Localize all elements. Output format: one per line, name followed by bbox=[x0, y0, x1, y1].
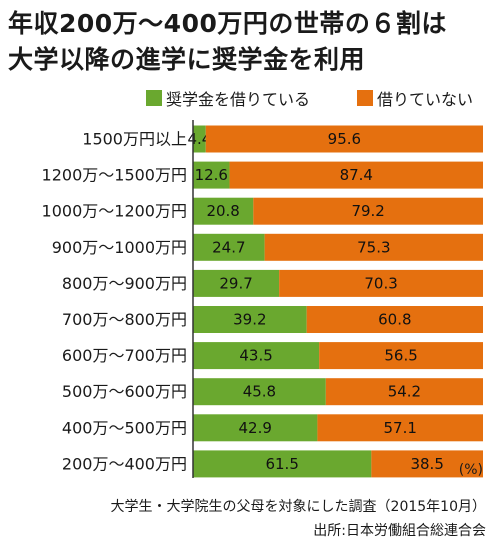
value-label-not-borrowing: 54.2 bbox=[388, 383, 421, 401]
legend-label-not-borrowing: 借りていない bbox=[377, 90, 474, 109]
value-label-borrowing: 61.5 bbox=[265, 455, 298, 473]
bar-segment-borrowing bbox=[193, 161, 230, 189]
value-label-borrowing: 12.6 bbox=[195, 166, 228, 184]
value-label-borrowing: 42.9 bbox=[239, 419, 272, 437]
bar-segment-borrowing bbox=[193, 342, 320, 370]
value-label-borrowing: 29.7 bbox=[219, 274, 252, 292]
category-label: 400万〜500万円 bbox=[62, 418, 187, 437]
category-label: 1200万〜1500万円 bbox=[42, 166, 187, 185]
bar-segment-borrowing bbox=[193, 125, 206, 153]
value-label-borrowing: 20.8 bbox=[206, 202, 239, 220]
legend-item-borrowing: 奨学金を借りている bbox=[146, 88, 311, 109]
category-label: 1000万〜1200万円 bbox=[42, 202, 187, 221]
value-label-borrowing: 43.5 bbox=[239, 347, 272, 365]
bar-segment-borrowing bbox=[193, 306, 307, 333]
bar-segment-not-borrowing bbox=[205, 125, 483, 153]
category-label: 800万〜900万円 bbox=[62, 274, 187, 293]
bar-segment-not-borrowing bbox=[229, 161, 483, 189]
value-label-borrowing: 24.7 bbox=[212, 238, 245, 256]
bar-segment-not-borrowing bbox=[325, 378, 483, 406]
value-label-borrowing: 45.8 bbox=[243, 383, 276, 401]
legend-swatch-not-borrowing bbox=[357, 90, 373, 106]
value-label-not-borrowing: 56.5 bbox=[384, 347, 417, 365]
category-label: 1500万円以上 bbox=[82, 130, 187, 149]
bar-segment-not-borrowing bbox=[279, 269, 483, 297]
legend-swatch-borrowing bbox=[146, 90, 162, 106]
value-label-not-borrowing: 60.8 bbox=[378, 311, 411, 329]
bar-segment-not-borrowing bbox=[319, 342, 483, 370]
category-label: 900万〜1000万円 bbox=[52, 238, 187, 257]
source-credit: 出所:日本労働組合総連合会 bbox=[313, 523, 486, 539]
bar-segment-borrowing bbox=[193, 197, 254, 225]
bar-segment-borrowing bbox=[193, 269, 280, 297]
legend-item-not-borrowing: 借りていない bbox=[357, 88, 474, 109]
value-label-not-borrowing: 70.3 bbox=[364, 274, 397, 292]
value-label-not-borrowing: 87.4 bbox=[340, 166, 373, 184]
value-label-not-borrowing: 75.3 bbox=[357, 238, 390, 256]
bar-segment-not-borrowing bbox=[264, 233, 483, 261]
bar-segment-not-borrowing bbox=[253, 197, 483, 225]
value-label-not-borrowing: 79.2 bbox=[351, 202, 384, 220]
value-label-borrowing: 39.2 bbox=[233, 311, 266, 329]
bar-segment-borrowing bbox=[193, 450, 372, 478]
bar-segment-borrowing bbox=[193, 233, 265, 261]
bar-segment-not-borrowing bbox=[317, 414, 483, 442]
value-label-not-borrowing: 57.1 bbox=[384, 419, 417, 437]
category-label: 500万〜600万円 bbox=[62, 382, 187, 401]
value-label-not-borrowing: 38.5 bbox=[410, 455, 443, 473]
legend-label-borrowing: 奨学金を借りている bbox=[166, 90, 311, 109]
category-label: 700万〜800万円 bbox=[62, 310, 187, 329]
bar-segment-borrowing bbox=[193, 414, 318, 442]
bar-segment-borrowing bbox=[193, 378, 326, 406]
unit-label: (%) bbox=[459, 462, 483, 478]
category-label: 600万〜700万円 bbox=[62, 346, 187, 365]
category-label: 200万〜400万円 bbox=[62, 454, 187, 473]
chart-title-line-2: 大学以降の進学に奨学金を利用 bbox=[8, 45, 366, 74]
bar-segment-not-borrowing bbox=[306, 306, 483, 333]
bar-segment-not-borrowing bbox=[371, 450, 483, 478]
value-label-not-borrowing: 95.6 bbox=[328, 130, 361, 148]
survey-note: 大学生・大学院生の父母を対象にした調査（2015年10月） bbox=[110, 499, 486, 515]
chart-title-line-1: 年収200万〜400万円の世帯の６割は bbox=[8, 9, 447, 38]
